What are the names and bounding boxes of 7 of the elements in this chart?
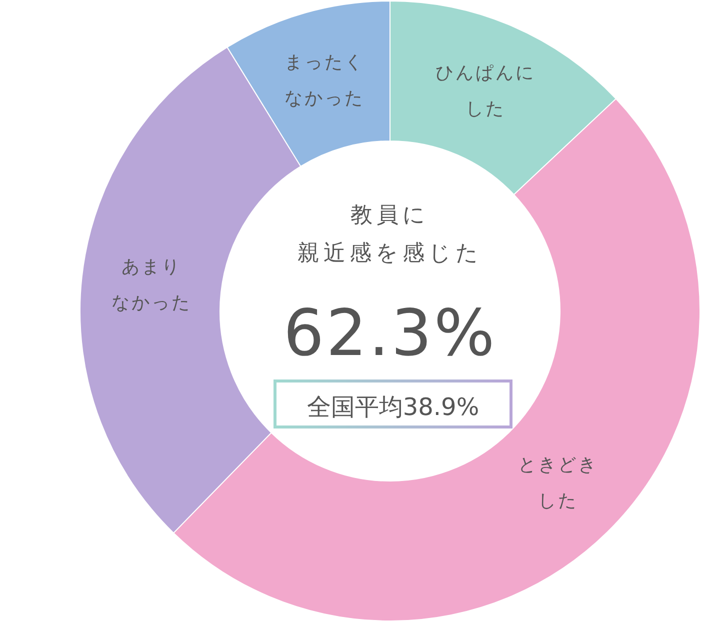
text: 教員に親近感を感じた [298, 203, 482, 266]
slice-label: ひんぱんにした [435, 62, 536, 120]
slice-label: あまりなかった [111, 256, 192, 314]
text: 全国平均38.9% [306, 393, 480, 421]
text: 62.3% [283, 297, 497, 371]
slice-label: ときどきした [518, 454, 598, 512]
slice-label: まったくなかった [284, 52, 364, 110]
